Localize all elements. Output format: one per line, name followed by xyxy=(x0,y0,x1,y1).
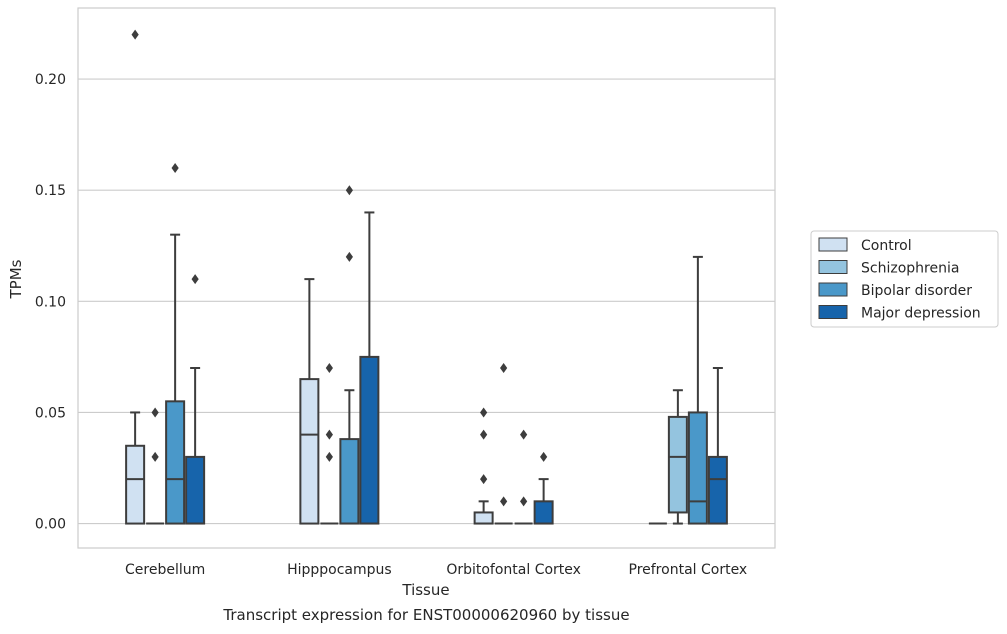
outlier-point xyxy=(191,274,199,285)
x-tick-labels: Cerebellum Hipppocampus Orbitofontal Corte… xyxy=(125,562,747,578)
box-iqr xyxy=(473,511,494,525)
outlier-point xyxy=(480,429,488,440)
box-control xyxy=(125,29,146,525)
outlier-point xyxy=(345,251,353,262)
box-schizophrenia xyxy=(146,407,165,525)
outlier-point xyxy=(151,407,159,418)
y-tick-label: 0.00 xyxy=(35,517,66,533)
category-group xyxy=(473,363,554,525)
box-iqr xyxy=(359,355,380,525)
y-tick-labels: 0.00 0.05 0.10 0.15 0.20 xyxy=(35,72,66,532)
legend-label: Major depression xyxy=(861,306,981,322)
box-iqr xyxy=(533,500,554,525)
box-iqr xyxy=(667,415,688,514)
x-tick-label: Prefrontal Cortex xyxy=(629,562,748,578)
box-iqr xyxy=(687,411,708,525)
outlier-point xyxy=(480,407,488,418)
box-iqr xyxy=(125,444,146,525)
box-bipolar-disorder xyxy=(687,255,708,525)
box-iqr xyxy=(707,455,728,525)
outlier-point xyxy=(325,429,333,440)
outlier-point xyxy=(540,451,548,462)
outlier-point xyxy=(500,363,508,373)
outlier-point xyxy=(171,163,179,173)
y-tick-label: 0.10 xyxy=(35,294,66,310)
outlier-point xyxy=(500,496,508,507)
box-groups xyxy=(125,29,728,525)
category-group xyxy=(299,185,380,525)
category-group xyxy=(648,255,728,525)
x-tick-label: Cerebellum xyxy=(125,562,205,578)
outlier-point xyxy=(151,451,159,462)
box-bipolar-disorder xyxy=(339,185,360,525)
box-iqr xyxy=(185,455,206,525)
y-tick-label: 0.15 xyxy=(35,183,66,199)
outlier-point xyxy=(131,29,139,40)
y-tick-label: 0.20 xyxy=(35,72,66,88)
box-control xyxy=(473,407,494,525)
box-major-depression xyxy=(533,451,554,525)
outlier-point xyxy=(325,363,333,373)
x-tick-label: Orbitofontal Cortex xyxy=(446,562,581,578)
legend-label: Schizophrenia xyxy=(861,261,959,277)
legend-swatch xyxy=(818,237,848,252)
plot-frame xyxy=(77,7,776,549)
outlier-point xyxy=(480,474,488,485)
legend: Control Schizophrenia Bipolar disorder Majo… xyxy=(810,230,999,328)
box-schizophrenia xyxy=(320,363,339,525)
figure-caption: Transcript expression for ENST0000062096… xyxy=(223,606,630,624)
outlier-point xyxy=(520,429,528,440)
box-control xyxy=(299,278,320,525)
y-axis-label: TPMs xyxy=(7,259,25,299)
box-major-depression xyxy=(185,274,206,525)
category-group xyxy=(125,29,206,525)
box-major-depression xyxy=(359,211,380,525)
x-axis-label: Tissue xyxy=(401,581,449,599)
box-iqr xyxy=(165,400,186,525)
legend-label: Control xyxy=(861,238,912,254)
legend-swatch xyxy=(818,260,848,274)
legend-swatch xyxy=(818,282,848,297)
box-iqr xyxy=(339,438,360,525)
legend-swatch xyxy=(818,305,848,319)
box-bipolar-disorder xyxy=(514,429,533,525)
box-major-depression xyxy=(707,367,728,525)
box-schizophrenia xyxy=(494,363,513,525)
box-iqr xyxy=(299,378,320,525)
outlier-point xyxy=(520,496,528,507)
box-schizophrenia xyxy=(667,389,688,525)
legend-label: Bipolar disorder xyxy=(861,283,972,299)
box-bipolar-disorder xyxy=(165,163,186,525)
outlier-point xyxy=(325,451,333,462)
y-tick-label: 0.05 xyxy=(35,405,66,421)
legend-frame xyxy=(810,230,999,328)
outlier-point xyxy=(345,185,353,196)
x-tick-label: Hipppocampus xyxy=(287,562,392,578)
